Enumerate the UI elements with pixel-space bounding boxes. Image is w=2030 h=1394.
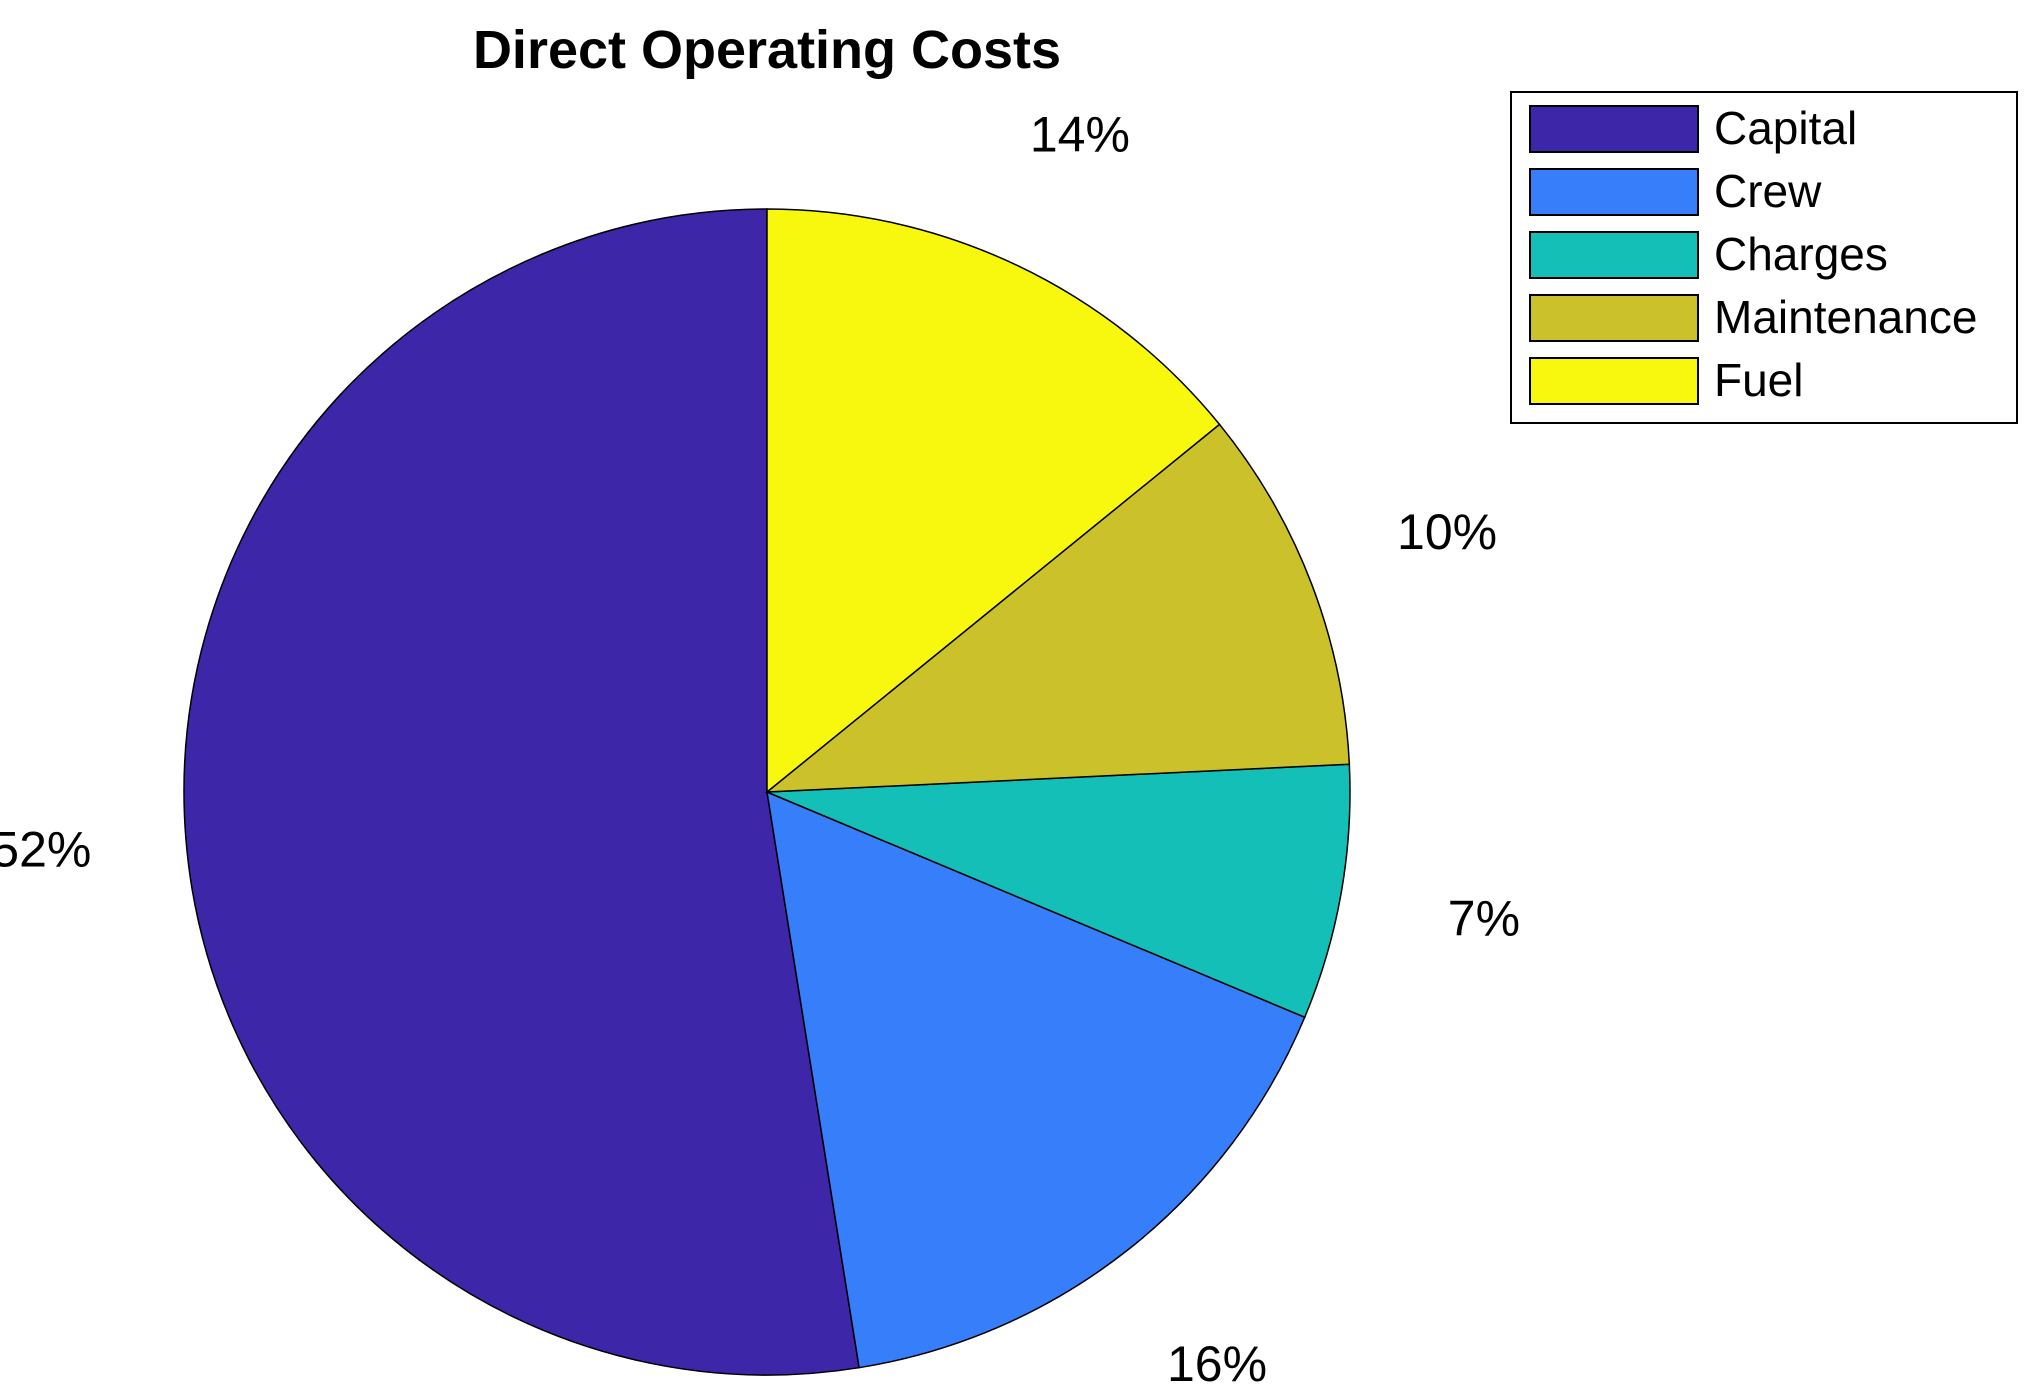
slice-label-crew: 16% [1167, 1336, 1267, 1392]
pie-slice-fuel [766, 208, 1221, 794]
pie-slice-crew [766, 790, 1306, 1369]
legend-swatch-maintenance [1529, 294, 1699, 342]
slice-label-maintenance: 10% [1397, 504, 1497, 560]
legend-label-charges: Charges [1714, 228, 1888, 280]
pie-slices [183, 208, 1351, 1376]
chart-title: Direct Operating Costs [473, 20, 1061, 80]
legend-swatch-crew [1529, 168, 1699, 216]
legend-label-fuel: Fuel [1714, 354, 1803, 406]
pie-slice-capital [183, 208, 860, 1376]
pie-slice-maintenance [764, 423, 1351, 793]
legend-swatch-capital [1529, 105, 1699, 153]
legend-swatch-fuel [1529, 357, 1699, 405]
legend: Capital Crew Charges Maintenance Fuel [1510, 91, 2018, 424]
legend-label-crew: Crew [1714, 165, 1822, 217]
pie-slice-charges [766, 763, 1351, 1019]
legend-swatch-charges [1529, 231, 1699, 279]
slice-label-fuel: 14% [1030, 107, 1130, 163]
slice-label-charges: 7% [1448, 890, 1520, 946]
slice-labels: 52% 16% 7% 10% 14% [0, 107, 1520, 1392]
slice-label-capital: 52% [0, 822, 91, 878]
legend-label-capital: Capital [1714, 102, 1857, 154]
legend-label-maintenance: Maintenance [1714, 291, 1977, 343]
